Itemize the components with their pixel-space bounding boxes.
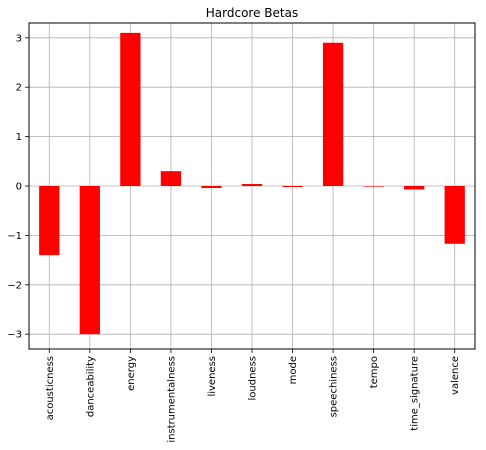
bars [39,32,465,335]
bar-tempo [363,186,384,187]
x-tick-label: tempo [369,356,380,388]
chart-title: Hardcore Betas [206,6,298,20]
y-tick-label: 2 [16,83,22,94]
y-tick-label: −3 [7,330,22,341]
bar-energy [120,32,141,187]
x-tick-label: energy [126,356,137,391]
x-tick-label: speechiness [329,356,340,417]
bar-loudness [241,184,263,186]
bar-time_signature [404,186,425,190]
bar-mode [282,186,303,187]
x-tick-label: danceability [85,356,96,417]
y-tick-label: 0 [16,182,22,193]
x-tick-label: valence [450,356,461,395]
x-tick-label: liveness [207,356,218,397]
y-axis: −3 −2 −1 0 1 2 3 [7,33,29,341]
x-axis: acousticness danceability energy instrument… [45,349,461,443]
bar-acousticness [39,186,60,256]
y-tick-label: 1 [16,132,22,143]
bar-instrumentalness [160,171,182,186]
y-tick-label: 3 [16,33,22,44]
x-tick-label: time_signature [410,356,421,431]
bar-speechiness [322,42,344,187]
y-tick-label: −1 [7,231,22,242]
x-tick-label: instrumentalness [166,356,177,443]
x-tick-label: acousticness [45,356,56,420]
bar-danceability [79,186,100,335]
x-tick-label: loudness [248,356,259,401]
bar-liveness [201,186,222,188]
y-tick-label: −2 [7,280,22,291]
x-tick-label: mode [288,356,299,384]
bar-valence [444,186,465,244]
